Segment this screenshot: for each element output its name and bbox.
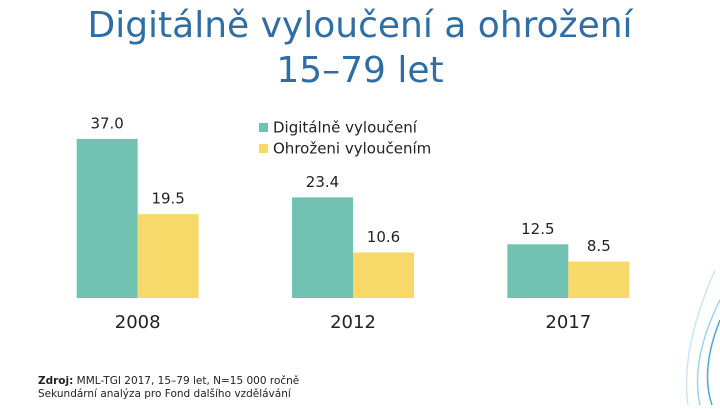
x-tick-label: 2017 bbox=[545, 312, 591, 333]
value-label: 19.5 bbox=[151, 190, 184, 208]
value-label: 37.0 bbox=[90, 114, 123, 132]
decoration bbox=[685, 269, 720, 406]
bar bbox=[353, 252, 414, 298]
legend-swatch bbox=[259, 123, 268, 132]
x-tick-label: 2008 bbox=[115, 312, 161, 333]
source-text: MML-TGI 2017, 15–79 let, N=15 000 ročně bbox=[77, 375, 300, 387]
legend-label: Ohroženi vyloučením bbox=[273, 140, 431, 158]
x-tick-label: 2012 bbox=[330, 312, 376, 333]
bar bbox=[568, 261, 630, 298]
bar bbox=[292, 197, 353, 298]
bar bbox=[76, 138, 138, 298]
value-label: 12.5 bbox=[521, 220, 554, 238]
chart-title: Digitálně vyloučení a ohrožení bbox=[87, 5, 633, 46]
value-label: 10.6 bbox=[367, 228, 400, 246]
value-label: 8.5 bbox=[587, 237, 611, 255]
bar bbox=[137, 214, 199, 298]
value-label: 23.4 bbox=[306, 173, 339, 191]
legend-swatch bbox=[259, 144, 268, 153]
bar bbox=[507, 244, 569, 298]
chart-subtitle: 15–79 let bbox=[276, 50, 443, 91]
legend-label: Digitálně vyloučení bbox=[273, 119, 418, 137]
source: Zdroj: MML-TGI 2017, 15–79 let, N=15 000… bbox=[38, 375, 299, 387]
source-label: Zdroj: bbox=[38, 375, 73, 387]
note: Sekundární analýza pro Fond dalšího vzdě… bbox=[38, 388, 292, 400]
